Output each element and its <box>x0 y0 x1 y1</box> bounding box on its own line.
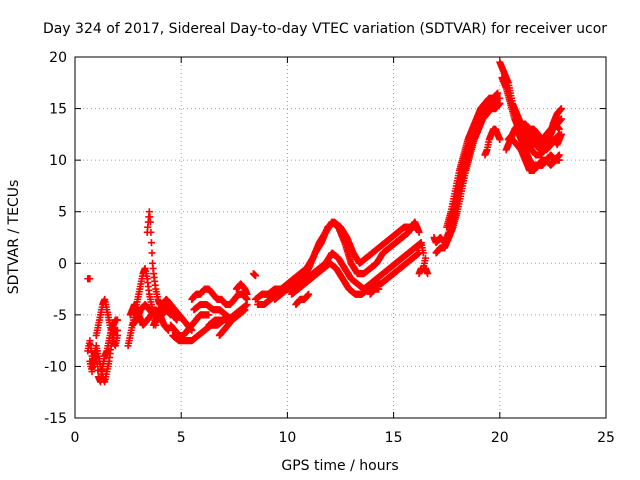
data-point <box>375 285 383 293</box>
data-point <box>252 272 260 280</box>
y-axis-label: SDTVAR / TECUs <box>6 180 22 295</box>
data-track <box>551 130 565 149</box>
y-tick-label: 20 <box>49 50 67 66</box>
x-tick-label: 15 <box>385 430 403 446</box>
data-track <box>92 295 121 350</box>
data-track <box>481 125 504 159</box>
data-point <box>113 316 121 324</box>
data-point <box>113 331 121 339</box>
data-track <box>292 290 313 309</box>
data-track <box>366 285 383 298</box>
data-point <box>228 316 236 324</box>
data-track <box>443 89 502 231</box>
y-tick-label: -15 <box>44 411 67 427</box>
data-point <box>305 290 313 298</box>
data-point <box>494 89 502 97</box>
data-track <box>419 254 429 272</box>
data-track <box>249 270 260 280</box>
data-track <box>445 99 504 241</box>
data-track <box>254 218 421 309</box>
data-track <box>86 326 121 386</box>
data-point <box>148 249 156 257</box>
y-tick-label: 5 <box>58 205 67 221</box>
data-point <box>496 99 504 107</box>
data-track <box>232 280 251 298</box>
data-track <box>205 301 251 329</box>
data-point <box>173 316 181 324</box>
data-track <box>288 249 423 298</box>
plot-frame <box>74 56 607 419</box>
data-series <box>84 58 565 386</box>
data-point <box>146 218 154 226</box>
x-tick-label: 0 <box>71 430 80 446</box>
data-point <box>557 130 565 138</box>
data-point <box>496 136 504 144</box>
y-tick-label: 15 <box>49 102 67 118</box>
y-tick-label: 10 <box>49 153 67 169</box>
data-point <box>421 254 429 262</box>
data-point <box>557 115 565 123</box>
data-point <box>147 228 155 236</box>
x-tick-label: 25 <box>597 430 615 446</box>
data-point <box>557 105 565 113</box>
data-track <box>421 264 432 278</box>
data-track <box>84 275 94 283</box>
data-track <box>517 120 563 144</box>
data-point <box>164 326 172 334</box>
y-tick-label: 0 <box>58 256 67 272</box>
data-point <box>419 249 427 257</box>
data-point <box>424 270 432 278</box>
x-axis-label: GPS time / hours <box>281 458 398 474</box>
data-point <box>413 223 421 231</box>
chart-title: Day 324 of 2017, Sidereal Day-to-day VTE… <box>43 21 607 37</box>
data-point <box>555 151 563 159</box>
data-point <box>147 239 155 247</box>
x-tick-label: 10 <box>278 430 296 446</box>
data-track <box>509 136 563 174</box>
y-tick-label: -10 <box>44 359 67 375</box>
data-point <box>555 125 563 133</box>
x-tick-label: 5 <box>177 430 186 446</box>
data-point <box>86 275 94 283</box>
data-point <box>243 301 251 309</box>
y-tick-label: -5 <box>53 308 67 324</box>
data-track <box>413 239 427 257</box>
data-point <box>243 290 251 298</box>
data-point <box>205 311 213 319</box>
x-tick-label: 20 <box>491 430 509 446</box>
data-track <box>215 316 236 339</box>
data-point <box>415 228 423 236</box>
